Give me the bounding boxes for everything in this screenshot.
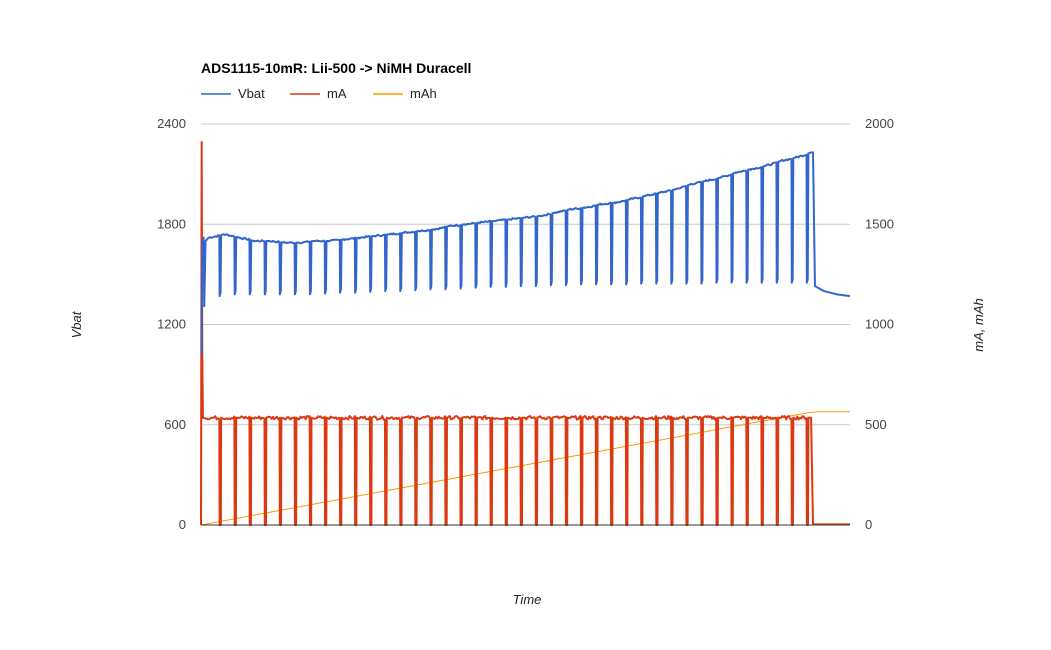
chart-title: ADS1115-10mR: Lii-500 -> NiMH Duracell bbox=[201, 60, 471, 76]
left-tick-label: 1200 bbox=[157, 317, 186, 332]
left-tick-label: 0 bbox=[179, 517, 186, 532]
right-tick-label: 1500 bbox=[865, 216, 894, 231]
right-tick-label: 1000 bbox=[865, 317, 894, 332]
left-tick-label: 1800 bbox=[157, 216, 186, 231]
legend-label-mah: mAh bbox=[410, 86, 437, 101]
legend-label-ma: mA bbox=[327, 86, 347, 101]
series-line-ma bbox=[200, 141, 850, 526]
legend: Vbat mA mAh bbox=[201, 86, 437, 101]
legend-item-ma[interactable]: mA bbox=[290, 86, 347, 101]
series-line-vbat bbox=[200, 151, 851, 355]
right-axis-title: mA, mAh bbox=[971, 298, 986, 351]
x-axis-title: Time bbox=[513, 592, 542, 607]
legend-item-mah[interactable]: mAh bbox=[373, 86, 437, 101]
right-axis-ticks: 2000 1500 1000 500 0 bbox=[865, 116, 894, 532]
series-line-mah bbox=[200, 411, 850, 526]
legend-item-vbat[interactable]: Vbat bbox=[201, 86, 265, 101]
left-tick-label: 2400 bbox=[157, 116, 186, 131]
right-tick-label: 2000 bbox=[865, 116, 894, 131]
left-axis-ticks: 2400 1800 1200 600 0 bbox=[157, 116, 186, 532]
left-tick-label: 600 bbox=[164, 417, 186, 432]
right-tick-label: 500 bbox=[865, 417, 887, 432]
left-axis-title: Vbat bbox=[69, 310, 84, 338]
legend-label-vbat: Vbat bbox=[238, 86, 265, 101]
right-tick-label: 0 bbox=[865, 517, 872, 532]
